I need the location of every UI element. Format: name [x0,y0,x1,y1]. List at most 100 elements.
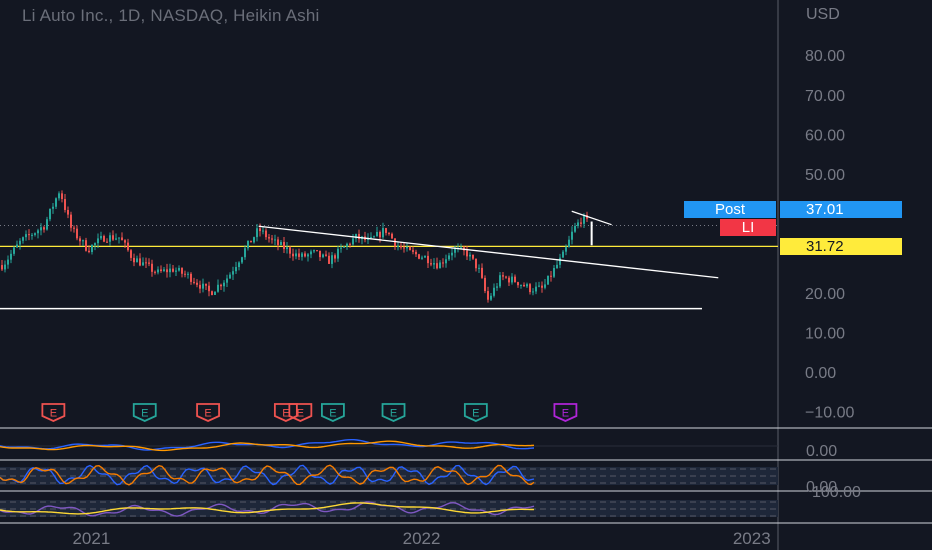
time-axis-tick: 2022 [403,529,441,548]
candle-body [31,234,33,236]
candle [40,223,42,236]
candle-body [346,243,348,247]
candle-body [373,236,375,238]
candle [406,243,408,252]
candle [106,238,108,243]
earnings-marker[interactable]: E [41,403,66,422]
candle [235,261,237,275]
candle [262,226,264,235]
candle [70,211,72,232]
price-axis-currency: USD [806,6,840,23]
candle-body [478,267,480,269]
candle [424,255,426,258]
candle-body [568,239,570,248]
candle [538,281,540,288]
candle-body [43,227,45,230]
candle-body [328,255,330,264]
candle-body [283,241,285,250]
earnings-marker[interactable]: E [288,403,313,422]
candle [352,233,354,246]
candle [505,275,507,279]
candle-body [187,273,189,275]
candle-body [37,230,39,234]
candle [556,260,558,270]
candle-body [175,270,177,272]
candle-body [253,237,255,243]
earnings-marker-letter: E [390,408,397,420]
candle-body [94,243,96,245]
candle [496,283,498,291]
candle [343,246,345,248]
candle [142,257,144,266]
candle-body [358,233,360,240]
candle [574,222,576,233]
candle-body [223,282,225,287]
candle [397,241,399,251]
candle [55,197,57,209]
candle [580,217,582,228]
candle [373,235,375,238]
candle [199,280,201,294]
candle [196,279,198,288]
candle [16,240,18,248]
candle [112,230,114,241]
candle [268,233,270,243]
candle-body [379,232,381,238]
earnings-marker[interactable]: E [463,403,488,422]
level-price-badge: 31.72 [780,238,902,255]
candle [172,265,174,273]
candle-body [499,275,501,287]
candle [37,228,39,239]
candle-body [10,253,12,260]
candle-body [340,247,342,249]
earnings-marker[interactable]: E [553,403,578,422]
candle [295,249,297,260]
candle-body [439,262,441,269]
candle-body [577,222,579,226]
candle-body [436,263,438,269]
candle [484,275,486,294]
candle-body [448,255,450,260]
candle-body [271,238,273,240]
candle [418,253,420,260]
earnings-marker[interactable]: E [132,403,157,422]
candle [256,223,258,242]
candle-body [91,244,93,253]
candle [358,229,360,243]
candle-body [517,282,519,286]
candle [217,279,219,293]
candle-body [337,248,339,259]
candle [58,191,60,201]
price-axis-tick: 20.00 [805,286,845,303]
candle [559,253,561,269]
candle-body [265,230,267,238]
earnings-marker[interactable]: E [321,403,345,422]
candle-body [490,295,492,300]
candle [325,250,327,257]
candle-body [142,262,144,266]
candle [403,242,405,253]
signal-line [0,440,535,452]
candle [520,284,522,289]
candle [190,272,192,285]
candle [187,271,189,279]
candle [136,255,138,263]
price-axis-tick: 80.00 [805,48,845,65]
candle [514,274,516,283]
candle [565,244,567,256]
candle-body [256,228,258,238]
candle [67,206,69,219]
candle-body [307,254,309,257]
candle [445,254,447,268]
candle-body [475,258,477,269]
earnings-marker[interactable]: E [381,403,406,422]
candle-body [130,250,132,258]
candle [298,248,300,260]
candle-body [79,238,81,242]
candle [208,281,210,297]
earnings-marker[interactable]: E [196,403,220,422]
candle [229,272,231,279]
candle-body [226,278,228,283]
candle-body [532,291,534,293]
